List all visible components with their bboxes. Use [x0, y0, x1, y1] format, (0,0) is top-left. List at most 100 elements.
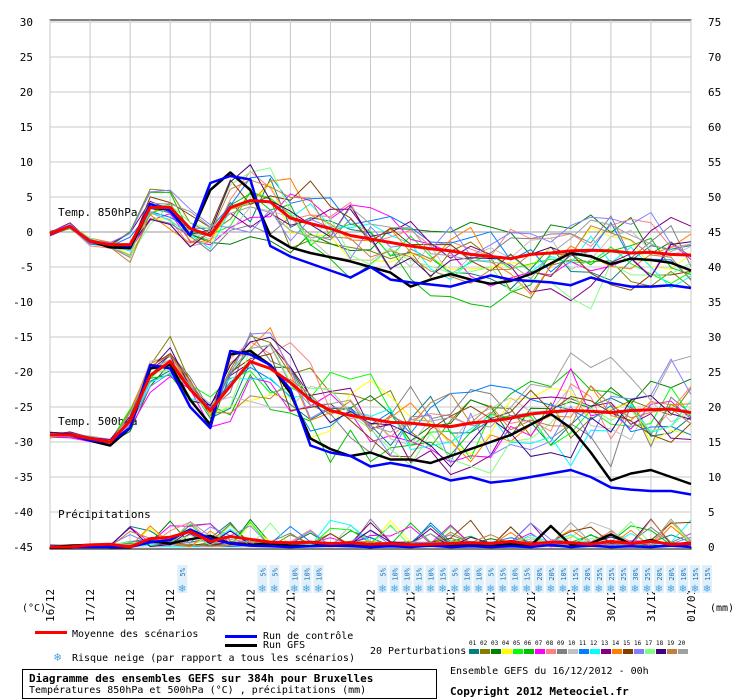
snow-risk-flake-icon: ❄ — [607, 584, 615, 595]
right-tick-label: 0 — [708, 541, 715, 554]
perturbation-number: 09 — [557, 640, 565, 647]
snow-risk-badge — [461, 565, 472, 593]
perturbation-number: 03 — [491, 640, 499, 647]
date-tick-label: 18/12 — [124, 589, 137, 622]
perturbation-line-500 — [49, 368, 692, 464]
snow-risk-label: 5% — [380, 567, 388, 576]
snow-risk-badge — [617, 565, 628, 593]
date-tick-label: 26/12 — [445, 589, 458, 622]
right-tick-label: 75 — [708, 16, 721, 29]
snow-risk-flake-icon: ❄ — [414, 584, 422, 595]
perturbation-number: 18 — [656, 640, 664, 647]
legend-mean-swatch — [35, 631, 67, 634]
copyright: Copyright 2012 Meteociel.fr — [450, 685, 629, 698]
perturbation-line-500 — [49, 354, 692, 444]
snow-risk-label: 5% — [179, 567, 187, 576]
perturbation-swatch — [579, 649, 589, 654]
perturbation-swatch — [623, 649, 633, 654]
perturbation-number: 20 — [678, 640, 686, 647]
legend-gfs-label: Run GFS — [263, 640, 306, 651]
snow-risk-label: 20% — [656, 567, 664, 580]
right-tick-label: 50 — [708, 191, 721, 204]
left-tick-label: 5 — [26, 191, 33, 204]
snow-risk-flake-icon: ❄ — [655, 584, 663, 595]
date-tick-label: 25/12 — [405, 589, 418, 622]
snow-risk-badge — [533, 565, 544, 593]
snow-risk-badge — [521, 565, 532, 593]
snow-risk-flake-icon: ❄ — [462, 584, 470, 595]
snow-risk-flake-icon: ❄ — [258, 584, 266, 595]
perturbation-line-500 — [49, 348, 692, 444]
snow-risk-flake-icon: ❄ — [535, 584, 543, 595]
perturbation-swatch — [546, 649, 556, 654]
snow-risk-flake-icon: ❄ — [679, 584, 687, 595]
snow-risk-flake-icon: ❄ — [667, 584, 675, 595]
snow-risk-flake-icon: ❄ — [619, 584, 627, 595]
perturbation-line-850 — [49, 191, 692, 285]
snow-risk-badge — [269, 565, 280, 593]
date-tick-label: 28/12 — [525, 589, 538, 622]
left-tick-label: 30 — [20, 16, 33, 29]
perturbation-swatch — [491, 649, 501, 654]
right-tick-label: 10 — [708, 471, 721, 484]
right-axis-label: (mm) — [710, 603, 734, 614]
snow-risk-flake-icon: ❄ — [583, 584, 591, 595]
perturbation-line-500 — [49, 356, 692, 446]
snow-risk-label: 20% — [584, 567, 592, 580]
legend-mean-label: Moyenne des scénarios — [72, 629, 199, 640]
precip-panel-label: Précipitations — [58, 508, 151, 521]
snow-risk-flake-icon: ❄ — [511, 584, 519, 595]
snow-risk-label: 10% — [392, 567, 400, 580]
perturbation-swatch — [678, 649, 688, 654]
perturbation-number: 06 — [524, 640, 532, 647]
snow-risk-label: 10% — [303, 567, 311, 580]
right-tick-label: 5 — [708, 506, 715, 519]
left-tick-label: -30 — [13, 436, 33, 449]
snow-risk-flake-icon: ❄ — [474, 584, 482, 595]
left-tick-label: 0 — [26, 226, 33, 239]
snow-risk-badge — [389, 565, 400, 593]
right-tick-label: 35 — [708, 296, 721, 309]
snow-risk-flake-icon: ❄ — [559, 584, 567, 595]
t500-control-line — [50, 349, 692, 496]
snow-risk-label: 5% — [259, 567, 267, 576]
perturbation-line-850 — [49, 203, 692, 277]
perturbation-number: 13 — [601, 640, 609, 647]
date-tick-label: 21/12 — [244, 589, 257, 622]
snow-risk-badge — [593, 565, 604, 593]
snow-risk-label: 10% — [291, 567, 299, 580]
perturbation-number: 15 — [623, 640, 631, 647]
perturbation-line-500 — [49, 373, 692, 467]
snow-risk-badge — [289, 565, 300, 593]
right-tick-label: 20 — [708, 401, 721, 414]
left-tick-label: 10 — [20, 156, 33, 169]
right-tick-label: 70 — [708, 51, 721, 64]
perturbation-line-850 — [49, 167, 692, 310]
snow-risk-flake-icon: ❄ — [499, 584, 507, 595]
date-tick-label: 17/12 — [84, 589, 97, 622]
perturbation-swatch — [557, 649, 567, 654]
perturbation-number: 07 — [535, 640, 543, 647]
snow-risk-flake-icon: ❄ — [547, 584, 555, 595]
perturbation-line-850 — [49, 202, 692, 280]
snow-risk-badge — [557, 565, 568, 593]
perturbation-number: 02 — [480, 640, 488, 647]
snow-risk-badge — [257, 565, 268, 593]
perturbation-swatch — [513, 649, 523, 654]
date-tick-label: 30/12 — [605, 589, 618, 622]
snow-risk-label: 25% — [620, 567, 628, 580]
snow-risk-badge — [497, 565, 508, 593]
perturbation-swatch — [656, 649, 666, 654]
snow-risk-flake-icon: ❄ — [426, 584, 434, 595]
snow-risk-label: 15% — [500, 567, 508, 580]
snow-risk-flake-icon: ❄ — [450, 584, 458, 595]
snow-risk-flake-icon: ❄ — [314, 584, 322, 595]
legend-snow-label: Risque neige (par rapport a tous les scé… — [72, 653, 355, 664]
snow-risk-label: 10% — [464, 567, 472, 580]
snow-risk-badge — [437, 565, 448, 593]
left-tick-label: 25 — [20, 51, 33, 64]
legend-gfs-swatch — [225, 644, 257, 647]
snow-risk-flake-icon: ❄ — [270, 584, 278, 595]
snow-risk-label: 20% — [548, 567, 556, 580]
snow-risk-badge — [665, 565, 676, 593]
